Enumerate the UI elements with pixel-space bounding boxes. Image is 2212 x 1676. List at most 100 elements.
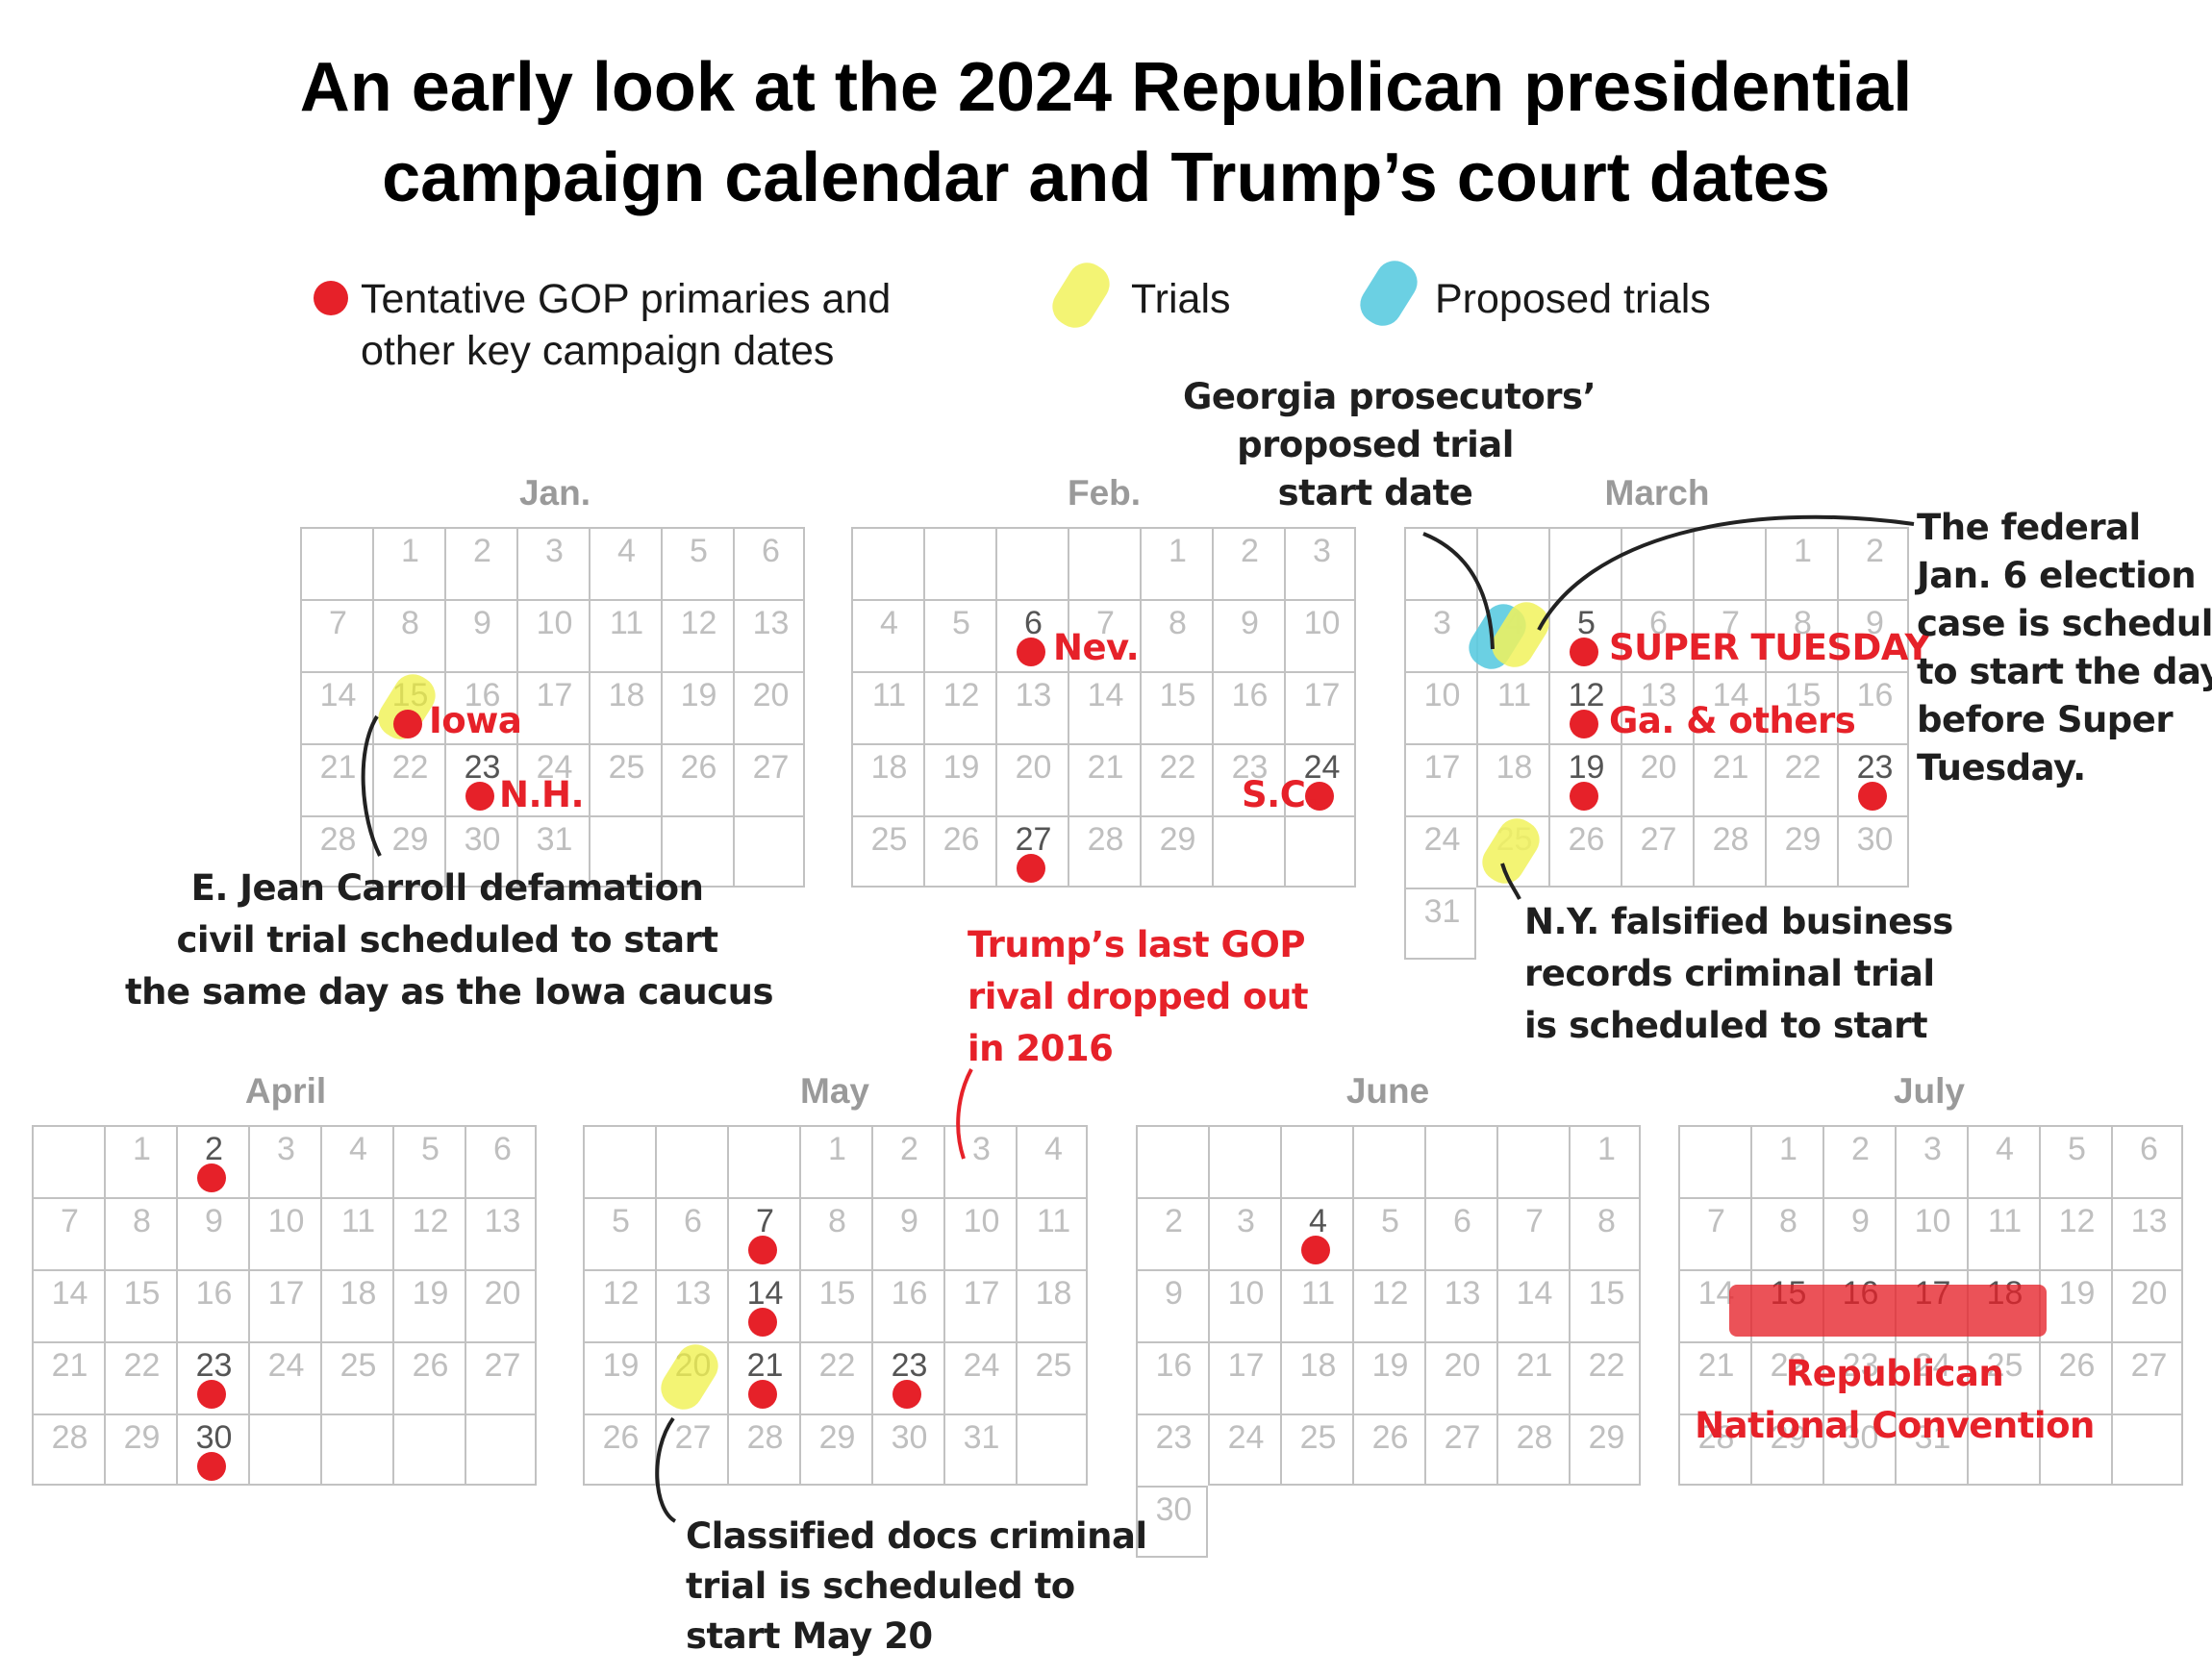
day-cell: 7	[1068, 599, 1140, 671]
day-cell: 4	[851, 599, 923, 671]
day-number: 31	[536, 821, 573, 858]
day-cell: 19	[661, 671, 733, 743]
day-cell: 6	[1621, 599, 1693, 671]
day-number: 27	[1444, 1419, 1481, 1456]
day-cell: 24	[1404, 815, 1476, 888]
primary-date-dot	[1570, 638, 1598, 666]
day-cell: 28	[1678, 1413, 1750, 1486]
day-number: 4	[349, 1131, 367, 1167]
day-number: 5	[1577, 605, 1596, 641]
day-number: 15	[123, 1275, 161, 1312]
day-number: 21	[1712, 749, 1749, 786]
day-cell: 25	[1967, 1341, 2039, 1413]
day-cell: 23	[176, 1341, 248, 1413]
day-cell: 12	[583, 1269, 655, 1341]
day-number: 8	[1779, 1203, 1797, 1239]
day-number: 26	[1371, 1419, 1409, 1456]
day-cell: 27	[733, 743, 805, 815]
day-number: 4	[1044, 1131, 1063, 1167]
day-cell: 9	[1212, 599, 1284, 671]
primary-date-dot	[465, 782, 494, 811]
month-label-feb: Feb.	[1067, 473, 1142, 513]
day-number: 7	[1096, 605, 1115, 641]
day-number: 2	[900, 1131, 918, 1167]
label-sc: S.C.	[1242, 774, 1319, 815]
day-cell: 6	[2111, 1125, 2183, 1197]
day-number: 8	[828, 1203, 846, 1239]
day-number: 21	[1697, 1347, 1735, 1384]
day-cell: 11	[1967, 1197, 2039, 1269]
day-number: 12	[943, 677, 980, 713]
empty-cell	[1424, 1125, 1496, 1197]
day-number: 12	[1568, 677, 1605, 713]
empty-cell	[1208, 1125, 1280, 1197]
empty-cell	[851, 527, 923, 599]
primary-date-dot	[197, 1163, 226, 1192]
day-cell: 8	[1750, 1197, 1822, 1269]
day-number: 9	[473, 605, 491, 641]
day-number: 12	[1371, 1275, 1409, 1312]
day-cell: 11	[851, 671, 923, 743]
day-cell: 27	[995, 815, 1068, 888]
day-number: 31	[1423, 893, 1461, 930]
empty-cell	[1016, 1413, 1088, 1486]
day-cell: 8	[372, 599, 444, 671]
day-cell: 10	[1404, 671, 1476, 743]
primary-date-dot	[1858, 782, 1887, 811]
day-cell: 10	[248, 1197, 320, 1269]
day-number: 1	[1169, 533, 1187, 569]
day-number: 22	[123, 1347, 161, 1384]
empty-cell	[1548, 527, 1621, 599]
day-cell: 7	[1693, 599, 1765, 671]
day-number: 7	[1722, 605, 1740, 641]
day-cell: 17	[1284, 671, 1356, 743]
day-number: 21	[1087, 749, 1124, 786]
day-number: 1	[133, 1131, 151, 1167]
day-number: 14	[1712, 677, 1749, 713]
day-cell: 19	[1548, 743, 1621, 815]
day-number: 23	[1842, 1347, 1879, 1384]
day-cell: 15	[1569, 1269, 1641, 1341]
day-number: 10	[1914, 1203, 1951, 1239]
rival-leader-line	[956, 1068, 973, 1160]
day-cell: 23	[1212, 743, 1284, 815]
day-cell: 13	[733, 599, 805, 671]
day-cell: 3	[1895, 1125, 1967, 1197]
day-cell: 1	[372, 527, 444, 599]
day-number: 5	[2068, 1131, 2086, 1167]
day-cell: 26	[661, 743, 733, 815]
day-cell: 1	[1750, 1125, 1822, 1197]
day-number: 26	[2058, 1347, 2096, 1384]
day-number: 10	[536, 605, 573, 641]
day-number: 19	[680, 677, 717, 713]
day-cell: 24	[943, 1341, 1016, 1413]
day-number: 28	[1697, 1419, 1735, 1456]
day-number: 31	[1914, 1419, 1951, 1456]
day-number: 19	[943, 749, 980, 786]
day-cell: 6	[1424, 1197, 1496, 1269]
day-number: 11	[1496, 677, 1532, 713]
day-cell: 2	[1212, 527, 1284, 599]
day-number: 18	[1299, 1347, 1337, 1384]
day-number: 12	[602, 1275, 640, 1312]
day-number: 16	[891, 1275, 928, 1312]
month-label-jun: June	[1345, 1071, 1430, 1111]
day-cell: 19	[923, 743, 995, 815]
primary-date-dot	[197, 1380, 226, 1409]
day-number: 13	[1015, 677, 1052, 713]
day-cell: 17	[248, 1269, 320, 1341]
day-cell: 29	[104, 1413, 176, 1486]
day-cell: 12	[392, 1197, 465, 1269]
day-number: 14	[746, 1275, 784, 1312]
label-ga-others: Ga. & others	[1609, 700, 1856, 741]
legend-trials-label: Trials	[1131, 276, 1231, 322]
empty-cell	[1284, 815, 1356, 888]
day-cell: 1	[1765, 527, 1837, 599]
annotation-ny: N.Y. falsified business records criminal…	[1524, 901, 1953, 1046]
day-number: 5	[952, 605, 970, 641]
empty-cell	[1352, 1125, 1424, 1197]
day-cell: 18	[1280, 1341, 1352, 1413]
day-number: 4	[617, 533, 636, 569]
day-cell: 21	[1068, 743, 1140, 815]
primary-date-dot	[748, 1380, 777, 1409]
